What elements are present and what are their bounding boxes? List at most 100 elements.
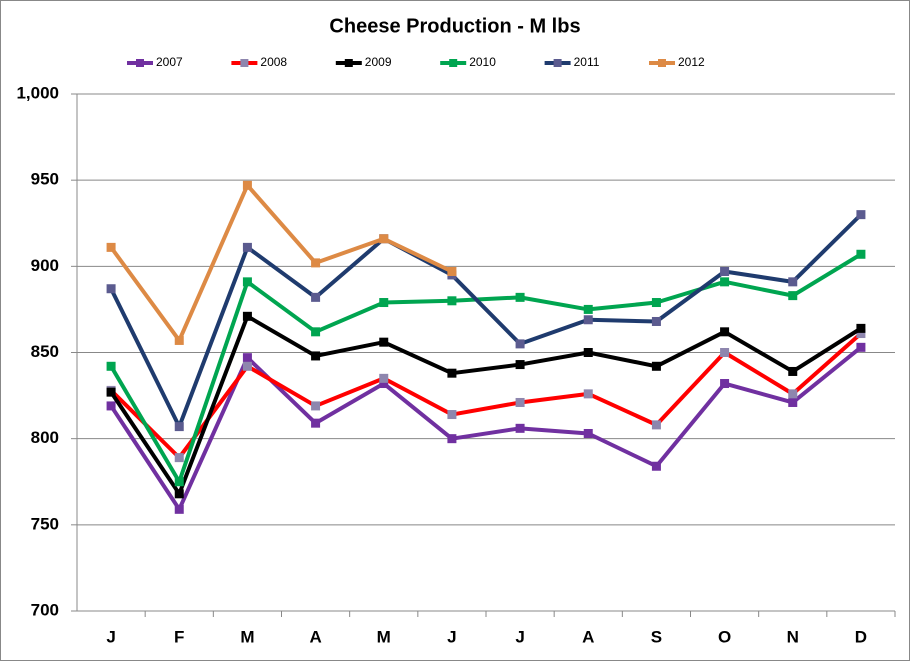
marker — [447, 434, 457, 444]
x-tick-label: A — [309, 627, 321, 646]
y-tick-label: 900 — [31, 256, 59, 275]
legend-label: 2011 — [574, 55, 600, 69]
marker — [788, 389, 798, 399]
x-tick-label: J — [106, 627, 115, 646]
x-tick-label: O — [718, 627, 731, 646]
legend-marker — [240, 59, 249, 67]
marker — [174, 453, 184, 463]
marker — [242, 353, 252, 363]
marker — [242, 311, 252, 321]
marker — [447, 368, 457, 378]
series-line — [109, 332, 863, 460]
y-tick-label: 950 — [31, 170, 59, 189]
x-tick-label: A — [582, 627, 594, 646]
marker — [174, 422, 184, 432]
x-tick-label: N — [787, 627, 799, 646]
marker — [447, 296, 457, 306]
marker — [311, 292, 321, 302]
marker — [856, 342, 866, 352]
marker — [788, 277, 798, 287]
x-tick-label: S — [651, 627, 662, 646]
marker — [583, 428, 593, 438]
x-tick-label: D — [855, 627, 867, 646]
marker — [447, 267, 457, 277]
marker — [379, 379, 389, 389]
marker — [242, 242, 252, 252]
y-tick-label: 1,000 — [16, 83, 59, 102]
marker — [856, 249, 866, 259]
marker — [651, 420, 661, 430]
x-tick-label: M — [377, 627, 391, 646]
marker — [651, 298, 661, 308]
marker — [242, 361, 252, 371]
marker — [311, 401, 321, 411]
marker — [311, 327, 321, 337]
marker — [856, 323, 866, 333]
x-tick-label: J — [515, 627, 524, 646]
marker — [651, 316, 661, 326]
legend-label: 2010 — [469, 55, 496, 69]
marker — [379, 298, 389, 308]
marker — [174, 335, 184, 345]
marker — [720, 379, 730, 389]
chart-title: Cheese Production - M lbs — [329, 15, 580, 37]
marker — [583, 389, 593, 399]
marker — [720, 267, 730, 277]
marker — [583, 348, 593, 357]
marker — [788, 366, 798, 376]
marker — [515, 397, 525, 407]
legend-marker — [553, 59, 562, 67]
legend-label: 2008 — [260, 55, 287, 69]
marker — [174, 489, 184, 499]
legend-marker — [658, 59, 666, 67]
x-tick-label: F — [174, 627, 184, 646]
legend-label: 2009 — [365, 55, 392, 69]
marker — [583, 315, 593, 325]
series-line — [109, 183, 453, 343]
marker — [856, 210, 866, 220]
marker — [720, 277, 730, 287]
marker — [583, 304, 593, 314]
marker — [515, 292, 525, 302]
marker — [379, 373, 389, 383]
marker — [447, 410, 457, 420]
x-tick-label: J — [447, 627, 456, 646]
marker — [242, 180, 252, 190]
y-tick-label: 800 — [31, 428, 59, 447]
marker — [311, 418, 321, 428]
marker — [515, 339, 525, 349]
marker — [106, 361, 116, 371]
marker — [856, 329, 866, 339]
y-tick-label: 750 — [31, 514, 59, 533]
x-tick-label: M — [240, 627, 254, 646]
legend-marker — [449, 59, 458, 67]
marker — [788, 397, 798, 407]
marker — [174, 477, 184, 487]
marker — [311, 258, 321, 268]
series-line — [109, 314, 862, 496]
y-tick-label: 850 — [31, 342, 59, 361]
marker — [515, 360, 525, 370]
marker — [106, 387, 116, 397]
marker — [311, 351, 321, 361]
marker — [242, 277, 252, 287]
marker — [720, 348, 730, 357]
marker — [651, 361, 661, 371]
marker — [106, 401, 116, 411]
marker — [651, 461, 661, 471]
marker — [720, 327, 730, 337]
y-tick-label: 700 — [31, 600, 59, 619]
series-line — [109, 252, 862, 484]
marker — [106, 242, 116, 252]
marker — [174, 504, 184, 514]
marker — [106, 284, 116, 294]
marker — [379, 234, 389, 244]
marker — [515, 423, 525, 433]
marker — [788, 291, 798, 301]
legend-marker — [136, 59, 144, 67]
legend-label: 2012 — [678, 55, 705, 69]
series-line — [109, 213, 863, 429]
marker — [379, 337, 389, 347]
